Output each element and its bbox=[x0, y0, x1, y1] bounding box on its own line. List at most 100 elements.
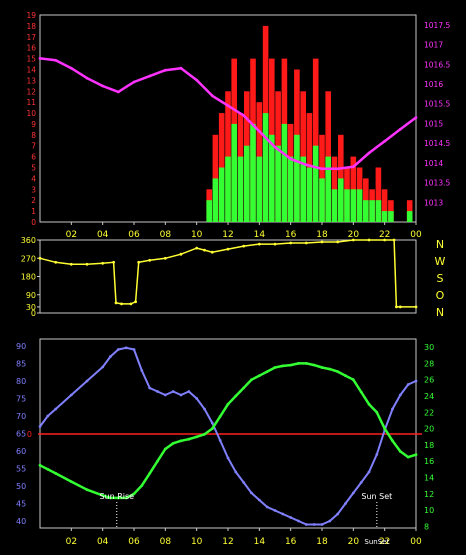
temperature-point bbox=[210, 427, 214, 430]
humidity-point bbox=[187, 390, 191, 393]
humidity-point bbox=[375, 453, 379, 456]
wind-y-tick-label: 18 bbox=[26, 22, 36, 31]
sunset-tick-label: SunSet bbox=[364, 538, 389, 546]
wind-direction-point bbox=[395, 305, 398, 309]
wind-direction-point bbox=[414, 305, 418, 309]
humidity-point bbox=[257, 498, 261, 502]
humidity-point bbox=[344, 502, 347, 505]
temperature-point bbox=[109, 496, 112, 500]
temperature-point bbox=[46, 467, 50, 471]
humidity-y-tick-label: 70 bbox=[16, 412, 26, 421]
humidity-y-tick-label: 45 bbox=[16, 500, 26, 509]
compass-letter: O bbox=[436, 289, 445, 302]
humidity-point bbox=[414, 379, 418, 383]
wind-avg-bar bbox=[306, 167, 313, 222]
humidity-y-tick-label: 55 bbox=[16, 465, 26, 474]
pressure-point bbox=[148, 74, 152, 78]
pressure-y-tick-label: 1015 bbox=[424, 119, 443, 128]
wind-x-tick-label: 08 bbox=[160, 230, 172, 240]
humidity-y-tick-label: 65 bbox=[16, 430, 26, 439]
humidity-x-tick-label: 00 bbox=[410, 537, 422, 547]
humidity-y-tick-label: 40 bbox=[16, 517, 26, 526]
humidity-point bbox=[124, 346, 128, 350]
temperature-point bbox=[273, 366, 277, 369]
wind-y-tick-label: 4 bbox=[31, 174, 36, 183]
wind-y-tick-label: 6 bbox=[31, 153, 36, 162]
temperature-point bbox=[116, 496, 120, 500]
temperature-point bbox=[218, 415, 222, 418]
wind-avg-bar bbox=[206, 200, 212, 222]
humidity-point bbox=[297, 519, 300, 523]
temperature-y-tick-label: 26 bbox=[424, 376, 434, 385]
compass-letter: N bbox=[436, 306, 444, 319]
humidity-point bbox=[54, 407, 58, 411]
wind-avg-bar bbox=[231, 123, 237, 222]
wind-direction-point bbox=[257, 242, 261, 246]
humidity-point bbox=[69, 393, 73, 397]
pressure-point bbox=[210, 94, 214, 98]
humidity-point bbox=[359, 481, 363, 484]
temperature-y-tick-label: 22 bbox=[424, 408, 434, 417]
wind-direction-line bbox=[39, 239, 416, 308]
wind-avg-bar bbox=[350, 189, 357, 222]
temperature-y-tick-label: 30 bbox=[424, 343, 434, 352]
direction-y-tick-label: 90 bbox=[26, 291, 36, 300]
temperature-point bbox=[320, 366, 324, 369]
temperature-y-tick-label: 18 bbox=[424, 441, 434, 450]
humidity-x-tick-label: 14 bbox=[254, 537, 266, 547]
wind-avg-bar bbox=[256, 156, 263, 222]
temperature-point bbox=[265, 370, 269, 373]
pressure-point bbox=[163, 68, 167, 72]
temperature-point bbox=[54, 472, 58, 475]
pressure-point bbox=[54, 58, 58, 62]
humidity-point bbox=[242, 481, 246, 484]
pressure-point bbox=[320, 167, 324, 171]
humidity-point bbox=[406, 383, 410, 386]
pressure-point bbox=[336, 167, 340, 171]
humidity-point bbox=[195, 397, 199, 400]
wind-direction-point bbox=[273, 242, 277, 246]
temperature-point bbox=[234, 394, 238, 398]
wind-direction-point bbox=[129, 302, 133, 306]
temperature-y-tick-label: 28 bbox=[424, 359, 434, 368]
humidity-point bbox=[281, 512, 285, 516]
wind-y-tick-label: 2 bbox=[31, 196, 36, 205]
wind-avg-bar bbox=[294, 134, 300, 222]
pressure-y-tick-label: 1016.5 bbox=[424, 60, 450, 69]
wind-direction-point bbox=[163, 256, 167, 260]
wind-avg-bar bbox=[338, 178, 344, 222]
wind-x-tick-label: 02 bbox=[66, 230, 77, 240]
pressure-point bbox=[414, 116, 418, 119]
wind-direction-point bbox=[398, 305, 402, 309]
wind-y-tick-label: 7 bbox=[31, 142, 36, 151]
wind-avg-bar bbox=[237, 156, 244, 222]
temperature-point bbox=[179, 439, 183, 443]
wind-y-tick-label: 9 bbox=[31, 120, 36, 129]
temperature-point bbox=[85, 488, 89, 492]
wind-avg-bar bbox=[262, 113, 269, 222]
pressure-y-tick-label: 1013.5 bbox=[424, 179, 450, 188]
wind-avg-bar bbox=[331, 189, 338, 222]
humidity-point bbox=[109, 355, 112, 358]
wind-gust-bar bbox=[312, 58, 319, 222]
compass-letter: W bbox=[435, 255, 446, 268]
wind-avg-bar bbox=[275, 145, 281, 222]
wind-y-tick-label: 5 bbox=[31, 164, 36, 173]
wind-x-tick-label: 16 bbox=[285, 230, 297, 240]
wind-direction-point bbox=[85, 262, 89, 266]
wind-axis-title: Windstärke bbox=[34, 1, 96, 14]
sun-annotation-label: Sun Set bbox=[361, 492, 392, 501]
wind-avg-bar bbox=[344, 189, 350, 222]
temperature-y-tick-label: 10 bbox=[424, 506, 434, 515]
humidity-point bbox=[234, 470, 238, 474]
humidity-point bbox=[336, 512, 340, 516]
wind-direction-point bbox=[304, 241, 308, 245]
humidity-point bbox=[171, 390, 175, 393]
wind-x-tick-label: 18 bbox=[316, 230, 328, 240]
wind-direction-point bbox=[336, 240, 340, 244]
wind-direction-point bbox=[134, 300, 138, 304]
humidity-point bbox=[203, 407, 206, 411]
humidity-point bbox=[367, 470, 371, 474]
wind-avg-bar bbox=[388, 211, 394, 222]
wind-x-tick-label: 00 bbox=[410, 230, 422, 240]
